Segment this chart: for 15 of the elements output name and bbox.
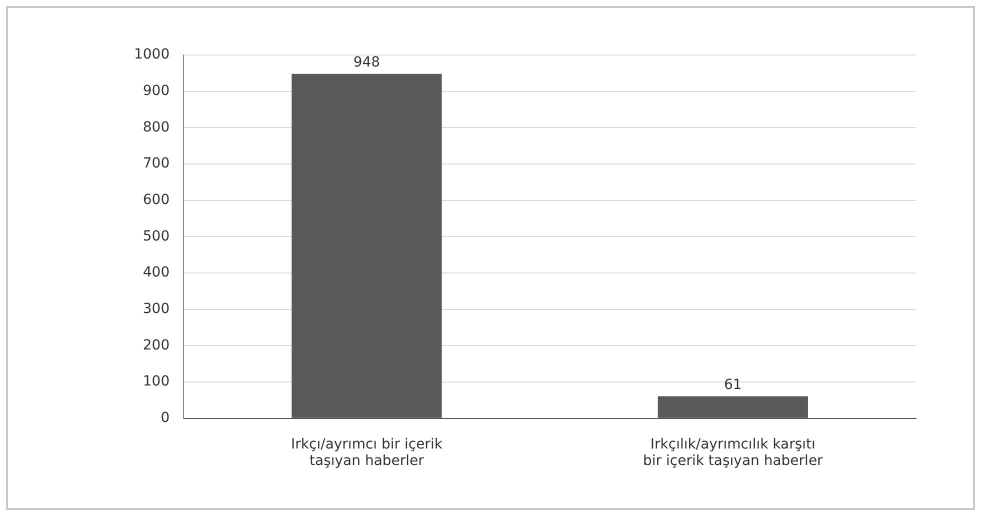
x-tick-label: Irkçılık/ayrımcılık karşıtı bir içerik taşıyan haberler (643, 436, 824, 470)
data-label: 61 (724, 376, 742, 393)
y-tick-label: 500 (142, 228, 170, 244)
y-tick-label: 700 (142, 156, 170, 172)
data-label: 948 (353, 54, 380, 71)
y-tick-label: 600 (142, 192, 170, 208)
y-tick-label: 0 (160, 410, 170, 426)
y-tick-label: 900 (142, 82, 170, 99)
y-tick-label: 1000 (134, 46, 170, 63)
y-tick-label: 200 (142, 337, 170, 354)
y-tick-label: 300 (142, 301, 170, 318)
x-tick-label: Irkçı/ayrımcı bir içerik taşıyan haberler (291, 436, 444, 470)
y-tick-label: 800 (142, 119, 170, 136)
y-tick-label: 400 (142, 264, 170, 281)
y-tick-label: 100 (142, 374, 170, 390)
